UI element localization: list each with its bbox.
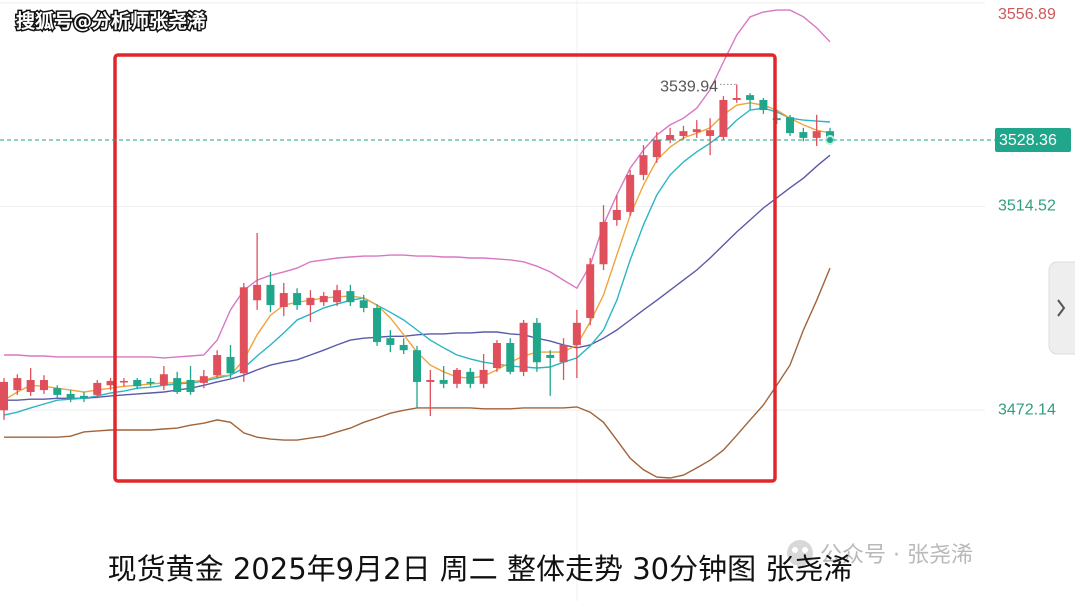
candle-body [799, 132, 808, 138]
indicator-line [3, 107, 831, 416]
candle-body [532, 322, 541, 363]
source-watermark: 搜狐号@分析师张尧浠 [16, 10, 206, 33]
candle-body [692, 129, 701, 133]
candle-body [93, 382, 102, 395]
candle-body [746, 95, 755, 100]
candle-body [639, 155, 648, 175]
candle-body [386, 338, 395, 345]
candle-body [786, 117, 795, 134]
candle-body [253, 284, 262, 301]
candle-body [239, 287, 248, 374]
candle-body [732, 98, 741, 100]
candle-body [559, 344, 568, 363]
watermark-text: 公众号 · 张尧浠 [820, 543, 973, 568]
candle-body [346, 291, 355, 303]
indicator-line [4, 267, 831, 479]
panel-toggle-tab[interactable] [1048, 261, 1075, 355]
candle-body [306, 297, 315, 306]
candle-body [39, 380, 48, 391]
y-tick-label: 3556.89 [998, 6, 1056, 23]
highlight-box [113, 53, 777, 483]
candle-body [133, 380, 142, 387]
candle-body [199, 376, 208, 383]
watermark-icon-eye [792, 547, 798, 553]
candle-body [759, 99, 768, 111]
grid [0, 0, 985, 601]
high-marker-label: 3539.94 [660, 79, 718, 96]
chevron-icon[interactable] [1057, 299, 1066, 317]
candle-body [13, 378, 22, 391]
candle-body [173, 378, 182, 393]
candle-body [226, 356, 235, 374]
y-tick-label: 3514.52 [998, 198, 1056, 215]
candle-body [812, 131, 821, 138]
indicator-line [4, 154, 831, 401]
candle-body [599, 221, 608, 265]
candle-body [439, 380, 448, 384]
y-tick-label: 3472.14 [998, 401, 1056, 418]
candle-body [546, 355, 555, 358]
candle-body [266, 284, 275, 306]
watermark-icon [787, 540, 813, 566]
candle-body [213, 355, 222, 376]
candle-body [506, 343, 515, 372]
bottom-watermark: 公众号 · 张尧浠 [787, 540, 973, 568]
candle-body [293, 293, 302, 306]
candle-body [119, 380, 128, 383]
candle-body [66, 393, 75, 399]
candle-body [572, 322, 581, 345]
candle-body [399, 344, 408, 351]
chart-title: 现货黄金 2025年9月2日 周二 整体走势 30分钟图 张尧浠 [108, 552, 853, 586]
candle-body [186, 380, 195, 393]
candle-body [612, 209, 621, 221]
candle-body [679, 131, 688, 136]
candle-body [373, 307, 382, 343]
candle-body [413, 350, 421, 382]
candle-body [159, 374, 168, 386]
candle-body [492, 343, 501, 368]
candle-body [479, 369, 488, 384]
candle-body [333, 290, 342, 303]
candle-body [26, 380, 35, 393]
candle-body [719, 99, 728, 137]
last-price-box [995, 127, 1071, 152]
candles [0, 84, 835, 420]
price-axis: 3556.89 3514.52 3472.14 3528.36 3539.94 [0, 6, 1071, 418]
candle-body [626, 174, 635, 212]
candle-body [452, 369, 461, 384]
candle-body [106, 380, 115, 386]
candle-body [146, 381, 155, 384]
candle-body [706, 130, 715, 136]
watermark-icon-eye [802, 547, 808, 553]
last-price-label: 3528.36 [999, 132, 1057, 149]
candle-body [426, 380, 435, 382]
candle-body [359, 300, 368, 308]
candle-body [466, 371, 475, 384]
candle-body [586, 264, 595, 319]
candle-body [279, 293, 288, 307]
candle-body [0, 381, 8, 411]
panel-toggle[interactable] [1048, 261, 1075, 355]
candle-body [666, 134, 675, 140]
candle-body [53, 388, 62, 395]
candle-body [79, 395, 88, 399]
indicator-line [4, 9, 831, 359]
candle-body [319, 295, 328, 303]
candle-body [652, 139, 661, 158]
candle-body [519, 322, 528, 372]
